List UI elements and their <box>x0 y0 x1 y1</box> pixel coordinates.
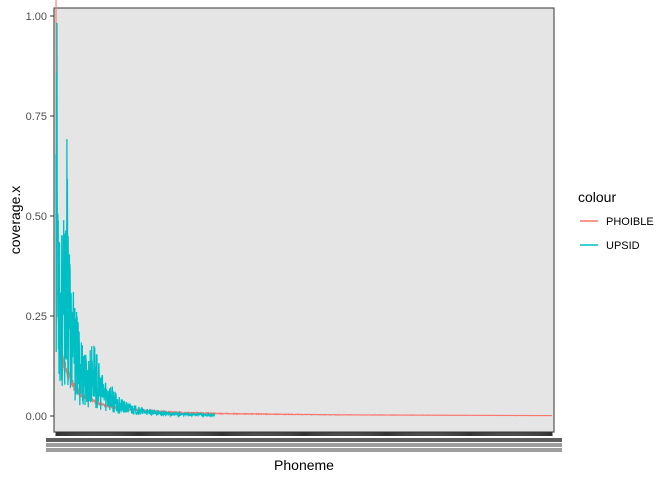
x-tick-label-band <box>46 448 562 452</box>
plot-panel <box>53 7 555 433</box>
legend-label-phoible: PHOIBLE <box>606 216 654 228</box>
y-tick-label: 1.00 <box>26 11 47 23</box>
y-tick-label: 0.00 <box>26 411 47 423</box>
legend-title: colour <box>578 189 616 205</box>
series-layer <box>55 0 553 419</box>
legend: colour PHOIBLE UPSID <box>578 189 654 252</box>
series-line-upsid <box>55 23 216 419</box>
y-tick-label: 0.25 <box>26 311 47 323</box>
x-axis-ticks <box>46 432 562 452</box>
y-axis-title: coverage.x <box>7 186 23 254</box>
y-tick-label: 0.75 <box>26 111 47 123</box>
y-tick-label: 0.50 <box>26 211 47 223</box>
x-axis-title: Phoneme <box>274 457 334 473</box>
x-tick-label-band <box>46 438 562 442</box>
x-tick-label-band <box>46 443 562 447</box>
legend-label-upsid: UPSID <box>606 240 640 252</box>
y-axis-ticks: 0.00 0.25 0.50 0.75 1.00 <box>26 11 54 423</box>
